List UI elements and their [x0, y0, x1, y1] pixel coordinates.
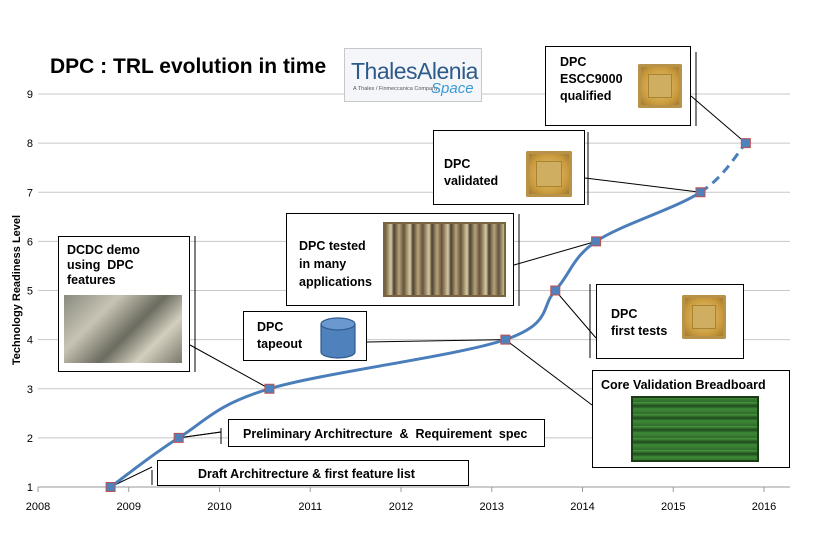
annotation-draft: Draft Architrecture & first feature list	[157, 460, 469, 486]
thales-alenia-logo: ThalesAlenia A Thales / Finmeccanica Com…	[344, 48, 482, 102]
x-tick-label: 2015	[661, 501, 685, 513]
connectors	[110, 52, 747, 488]
connector-line	[690, 95, 747, 144]
tested-line-1: DPC tested	[299, 239, 366, 253]
y-tick-label: 1	[27, 482, 33, 494]
annotation-first-tests: DPC first tests	[596, 284, 744, 359]
x-tick-label: 2014	[570, 501, 594, 513]
logo-name: ThalesAlenia	[351, 58, 478, 84]
x-tick-label: 2012	[389, 501, 413, 513]
y-tick-label: 8	[27, 138, 33, 150]
chart-title: DPC : TRL evolution in time	[50, 55, 326, 78]
breadboard-photo	[631, 396, 759, 462]
y-tick-label: 9	[27, 89, 33, 101]
annotation-tested: DPC tested in many applications	[286, 213, 514, 306]
x-tick-label: 2013	[480, 501, 504, 513]
trl-curve-dashed	[699, 142, 747, 194]
dcdc-board-photo	[64, 295, 182, 363]
y-tick-label: 3	[27, 384, 33, 396]
dcdc-line-2: using DPC	[67, 258, 134, 272]
logo-space: Space	[431, 80, 474, 97]
data-point-marker	[105, 482, 116, 492]
y-axis-label: Technology Readiness Level	[11, 215, 23, 365]
data-point-marker	[264, 383, 275, 394]
tapeout-line-2: tapeout	[257, 337, 303, 351]
test-rack-photo	[383, 222, 506, 297]
y-tick-label: 7	[27, 187, 33, 199]
tested-line-2: in many	[299, 257, 347, 271]
data-point-marker	[550, 285, 561, 296]
core-text: Core Validation Breadboard	[601, 378, 766, 392]
first-tests-line-1: DPC	[611, 307, 638, 321]
logo-tagline: A Thales / Finmeccanica Company	[353, 86, 438, 92]
connector-line	[584, 177, 701, 193]
y-tick-label: 2	[27, 433, 33, 445]
qualified-line-2: ESCC9000	[560, 72, 623, 86]
data-point-marker	[500, 334, 511, 345]
tapeout-line-1: DPC	[257, 320, 284, 334]
annotation-draft-text: Draft Architrecture & first feature list	[198, 467, 415, 481]
connector-line	[366, 339, 506, 343]
first-tests-line-2: first tests	[611, 324, 668, 338]
qualified-line-3: qualified	[560, 89, 612, 103]
connector-line	[189, 344, 270, 390]
x-tick-label: 2008	[26, 501, 50, 513]
annotation-qualified: DPC ESCC9000 qualified	[545, 46, 691, 126]
x-tick-label: 2016	[752, 501, 776, 513]
data-point-marker	[591, 236, 602, 247]
x-tick-label: 2009	[117, 501, 141, 513]
qualified-line-1: DPC	[560, 55, 587, 69]
annotation-core: Core Validation Breadboard	[592, 370, 790, 468]
annotation-dcdc: DCDC demo using DPC features	[58, 236, 190, 372]
annotation-prelim-text: Preliminary Architrecture & Requirement …	[243, 427, 528, 441]
y-tick-label: 6	[27, 236, 33, 248]
x-tick-label: 2010	[207, 501, 231, 513]
chip-photo	[526, 151, 572, 197]
annotation-validated: DPC validated	[433, 130, 585, 205]
annotation-prelim: Preliminary Architrecture & Requirement …	[228, 419, 545, 447]
y-tick-label: 5	[27, 286, 33, 298]
annotation-tapeout: DPC tapeout	[243, 311, 367, 361]
connector-line	[513, 240, 597, 266]
x-tick-label: 2011	[298, 501, 322, 513]
markers	[105, 138, 751, 492]
database-icon	[320, 317, 356, 359]
axis-ticks: 1 2 3 4 5 6 7 8 9 2008 2009 2010 2011 2012 2013 2014 201…	[26, 89, 776, 513]
data-point-marker	[695, 187, 706, 198]
y-tick-label: 4	[27, 335, 33, 347]
connector-line	[554, 290, 597, 339]
chip-photo	[638, 64, 682, 108]
dcdc-line-1: DCDC demo	[67, 243, 140, 257]
data-point-marker	[173, 432, 184, 443]
data-point-marker	[740, 138, 751, 149]
connector-line	[178, 431, 222, 439]
validated-line-2: validated	[444, 174, 499, 188]
connector-line	[505, 339, 593, 406]
validated-line-1: DPC	[444, 157, 471, 171]
tested-line-3: applications	[299, 275, 372, 289]
chip-photo	[682, 295, 726, 339]
dcdc-line-3: features	[67, 273, 116, 287]
